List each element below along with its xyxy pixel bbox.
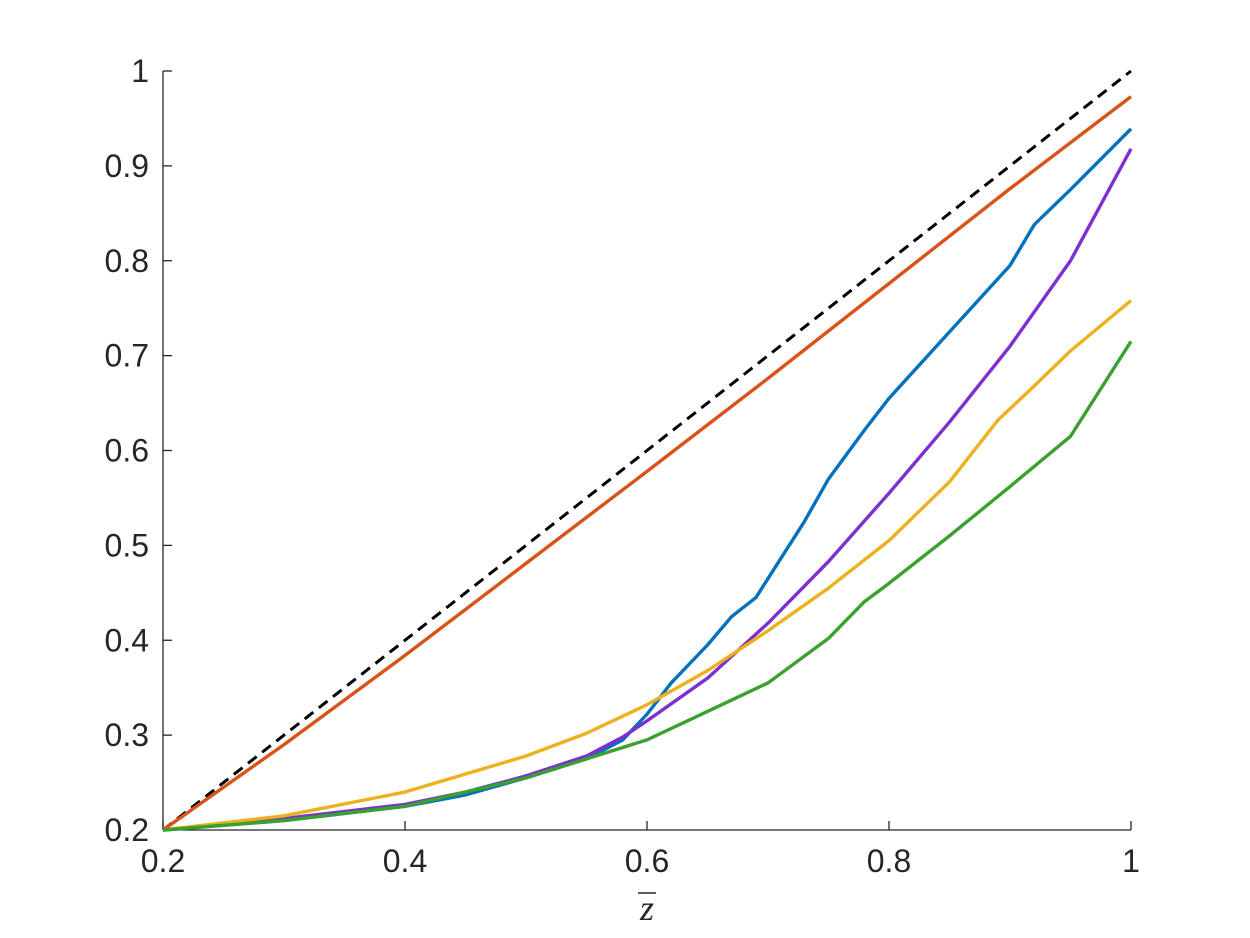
series-layer bbox=[162, 69, 1133, 832]
y-tick-label: 0.2 bbox=[105, 812, 149, 848]
x-tick-label: 1 bbox=[1122, 843, 1140, 879]
y-tick-label: 1 bbox=[131, 53, 149, 89]
y-tick-label: 0.5 bbox=[105, 527, 149, 563]
x-axis-label: z bbox=[639, 888, 654, 928]
series-line-5 bbox=[162, 299, 1133, 832]
series-line-1 bbox=[162, 69, 1132, 832]
y-tick-label: 0.8 bbox=[105, 243, 149, 279]
y-tick-label: 0.3 bbox=[105, 717, 149, 753]
series-line-6 bbox=[162, 340, 1133, 832]
series-line-2 bbox=[162, 95, 1133, 832]
y-tick-label: 0.6 bbox=[105, 433, 149, 469]
tick-labels: 0.2 0.4 0.6 0.8 1 0.2 0.3 0.4 0.5 0.6 0.7 0.8 0.9 1 bbox=[105, 53, 1140, 879]
y-tick-label: 0.4 bbox=[105, 622, 149, 658]
x-tick-label: 0.6 bbox=[625, 843, 669, 879]
x-tick-label: 0.8 bbox=[867, 843, 911, 879]
y-tick-label: 0.9 bbox=[105, 148, 149, 184]
x-tick-label: 0.4 bbox=[383, 843, 427, 879]
x-tick-label: 0.2 bbox=[141, 843, 185, 879]
y-tick-label: 0.7 bbox=[105, 338, 149, 374]
